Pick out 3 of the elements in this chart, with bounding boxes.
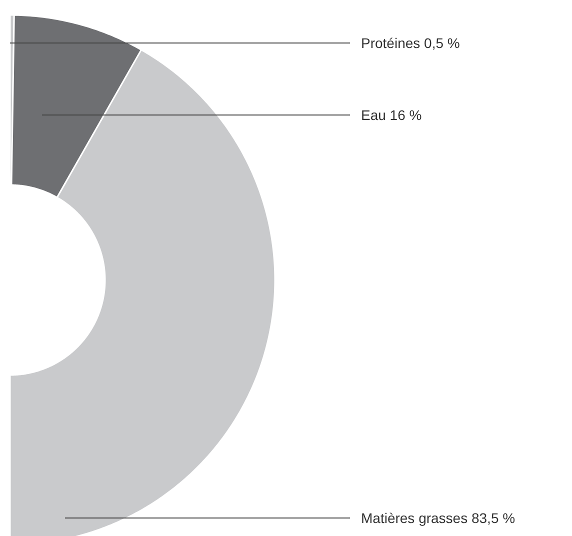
slice-label: Protéines 0,5 %: [361, 35, 460, 51]
slice-label: Matières grasses 83,5 %: [361, 510, 516, 526]
slice-label: Eau 16 %: [361, 107, 422, 123]
